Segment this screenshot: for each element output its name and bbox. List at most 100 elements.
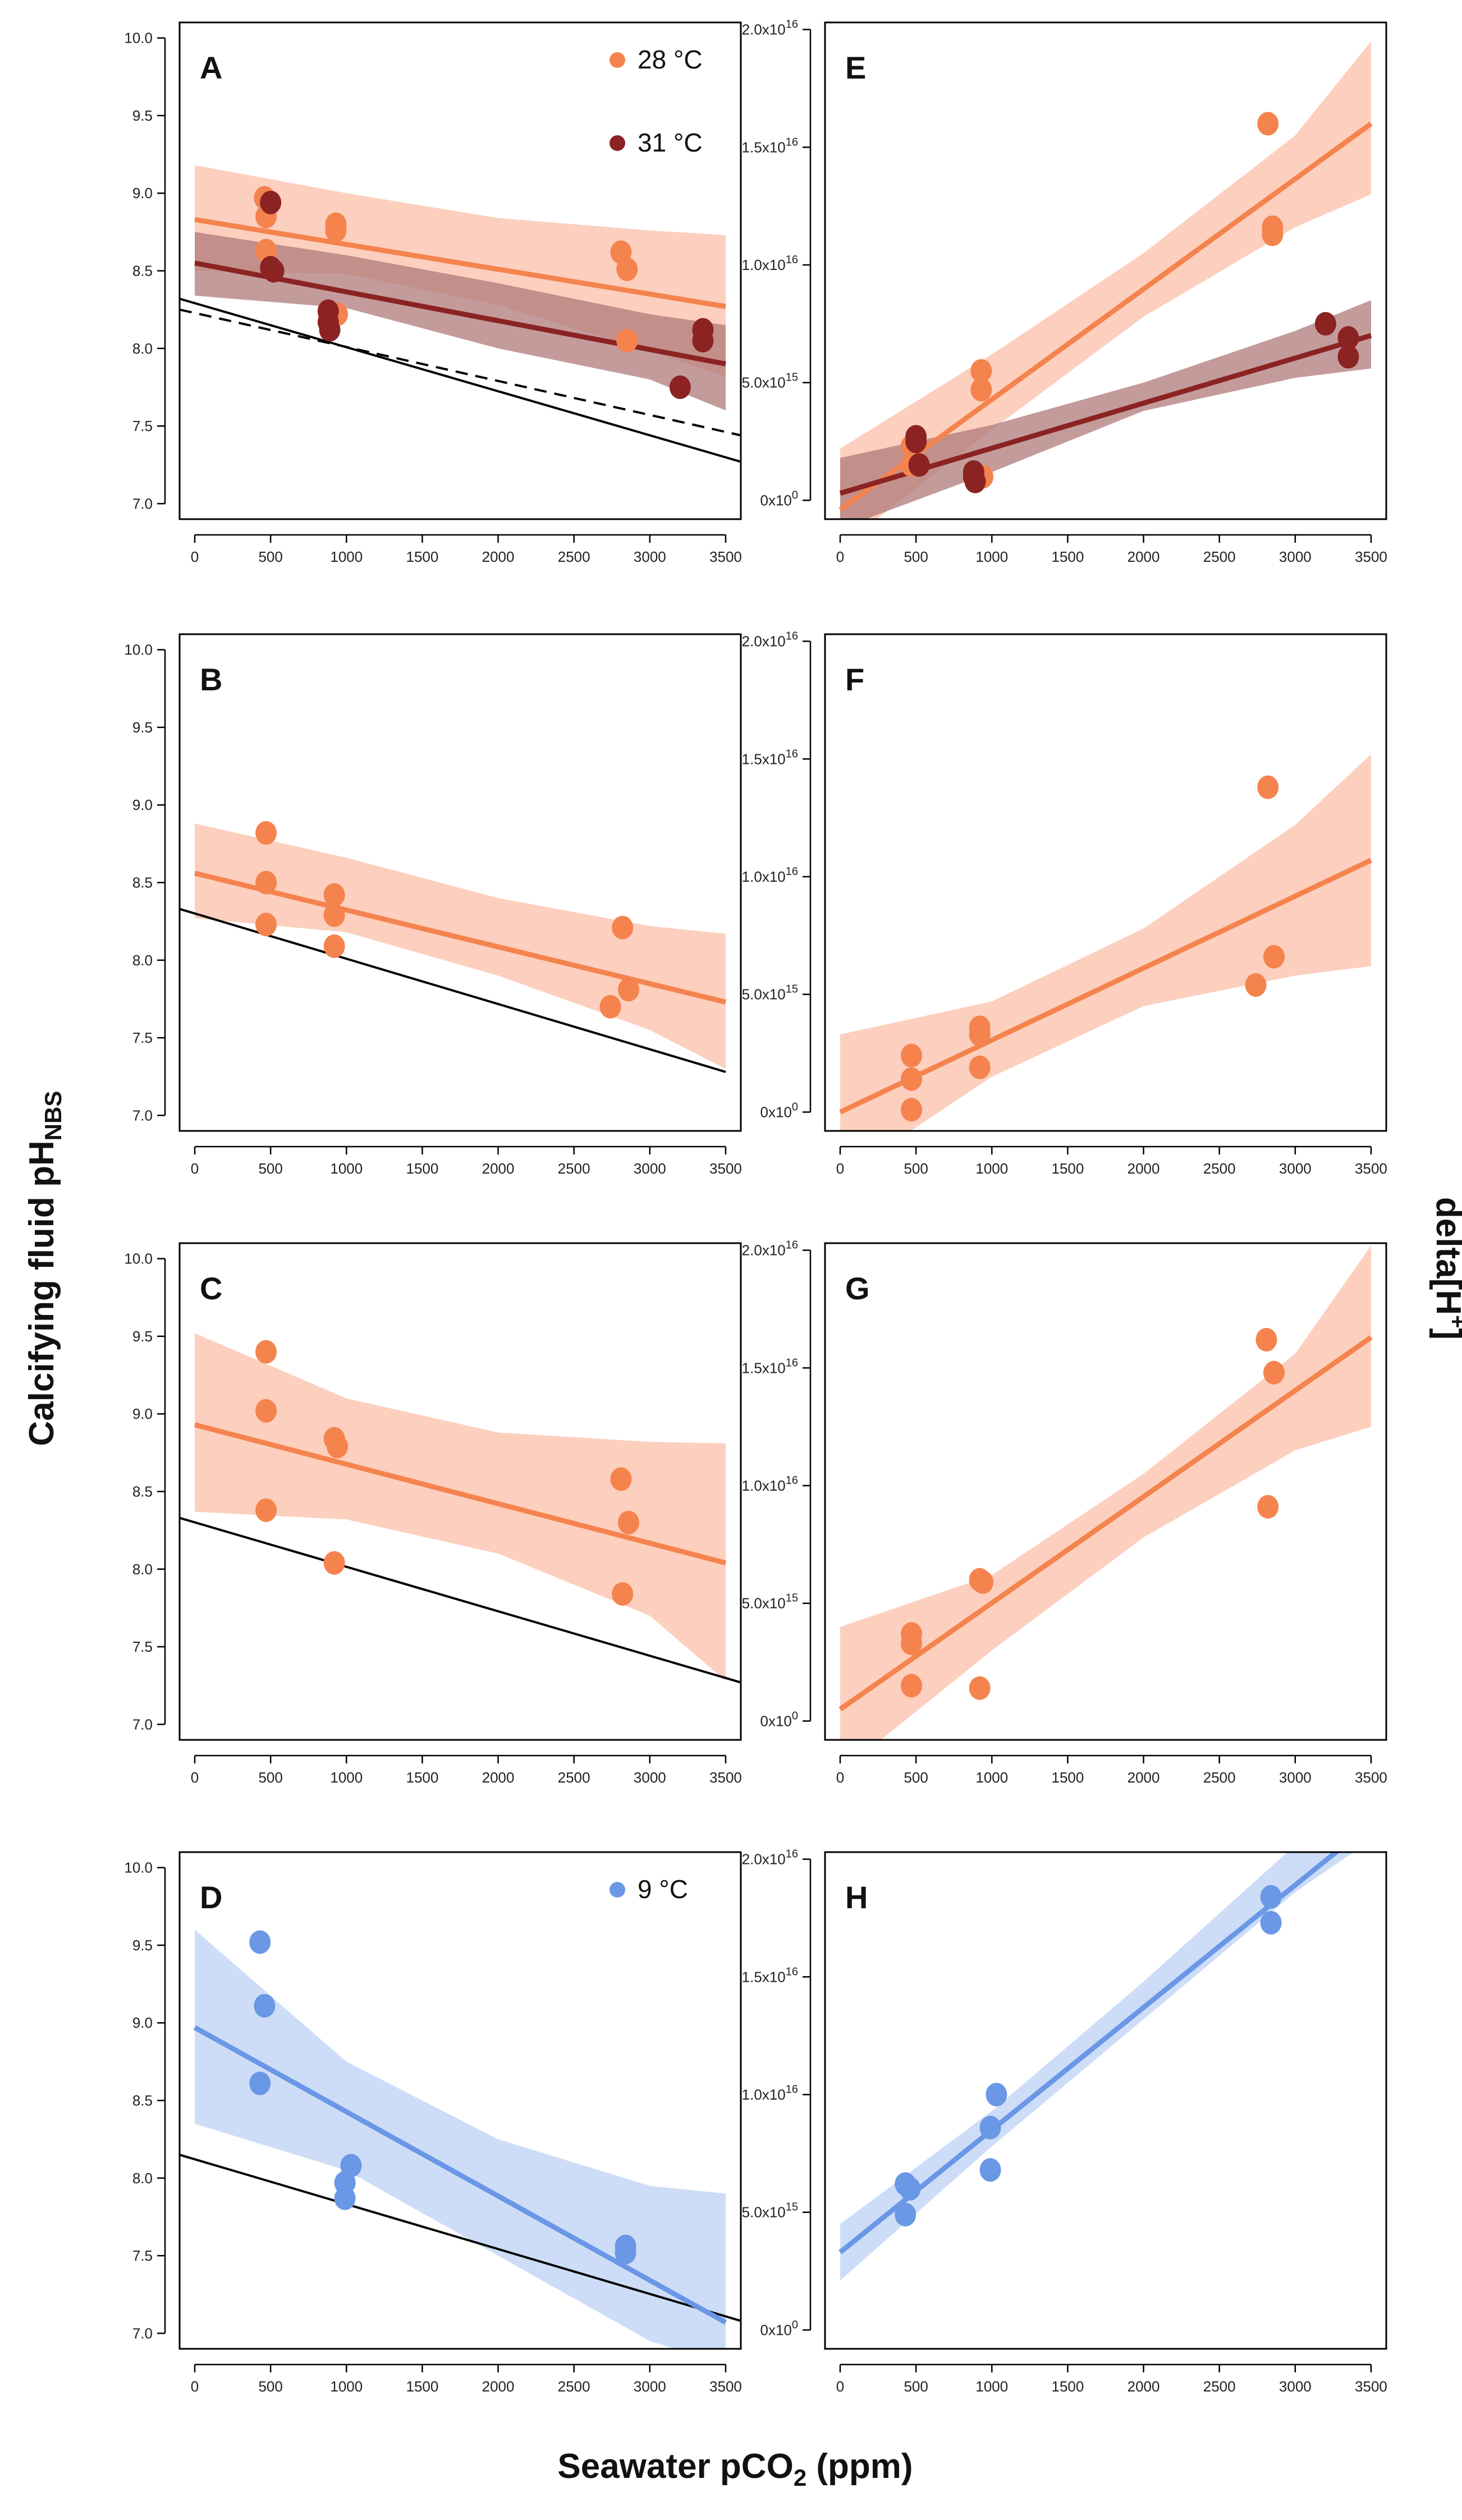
x-tick-label: 1000 bbox=[330, 548, 363, 565]
fit-line-0 bbox=[194, 1422, 727, 1566]
y-tick-label: 7.5 bbox=[132, 1638, 153, 1655]
plot-area bbox=[838, 1245, 1373, 1740]
plot-frame bbox=[178, 1242, 742, 1741]
y-tick-exponent: 16 bbox=[786, 1239, 798, 1252]
y-tick-label: 9.0 bbox=[132, 1405, 153, 1422]
plot-area bbox=[838, 41, 1373, 519]
data-point bbox=[1263, 945, 1285, 969]
y-tick-label: 9.0 bbox=[132, 185, 153, 201]
y-tick-label: 1.5x1016 bbox=[742, 1965, 798, 1985]
data-point bbox=[669, 375, 691, 399]
y-tick-label: 5.0x1015 bbox=[742, 1592, 798, 1612]
reference-line-dashed bbox=[180, 308, 741, 437]
data-point bbox=[599, 995, 621, 1019]
data-point bbox=[979, 2158, 1001, 2182]
y-tick-label: 5.0x1015 bbox=[742, 2201, 798, 2221]
data-point bbox=[263, 259, 285, 283]
panel-letter: F bbox=[845, 662, 864, 697]
panel-a: 0 500 1000 1500 2000 2500 3000 3500 7.0 7.5 8.0 8.5… bbox=[124, 21, 742, 565]
data-point bbox=[1314, 311, 1336, 336]
x-tick-label: 3000 bbox=[634, 2378, 666, 2395]
y-tick-label: 2.0x1016 bbox=[742, 19, 798, 38]
data-point bbox=[323, 903, 345, 927]
data-point bbox=[970, 359, 992, 383]
x-tick-label: 1000 bbox=[975, 1160, 1008, 1177]
data-point bbox=[901, 1067, 923, 1091]
data-point bbox=[325, 218, 347, 242]
confidence-band-1 bbox=[195, 232, 726, 411]
y-tick-label: 2.0x1016 bbox=[742, 1848, 798, 1868]
y-tick-label: 5.0x1015 bbox=[742, 372, 798, 391]
data-point bbox=[970, 378, 992, 402]
x-axis: 0 500 1000 1500 2000 2500 3000 3500 bbox=[836, 2363, 1387, 2395]
reference-line-solid bbox=[180, 1516, 741, 1684]
y-tick-label: 7.5 bbox=[132, 418, 153, 434]
data-point bbox=[255, 913, 277, 937]
panel-d: 0 500 1000 1500 2000 2500 3000 3500 7.0 7.5 8.0 8.5… bbox=[124, 1851, 742, 2395]
plot-area bbox=[180, 165, 741, 463]
data-point bbox=[969, 1676, 991, 1700]
x-tick-label: 3500 bbox=[1355, 548, 1387, 565]
x-tick-label: 2000 bbox=[1128, 548, 1160, 565]
x-tick-label: 500 bbox=[904, 548, 928, 565]
data-point bbox=[323, 883, 345, 907]
x-tick-label: 3500 bbox=[1355, 1160, 1387, 1177]
y-tick-label: 9.5 bbox=[132, 107, 153, 124]
data-point bbox=[969, 1023, 991, 1047]
x-axis-label-end: (ppm) bbox=[806, 2447, 913, 2486]
x-axis-label-sub: 2 bbox=[794, 2464, 806, 2491]
panel-c: 0 500 1000 1500 2000 2500 3000 3500 7.0 7.5 8.0 8.5… bbox=[124, 1242, 742, 1786]
y-axis-label-left-sub: NBS bbox=[40, 1091, 66, 1141]
data-point bbox=[618, 1510, 639, 1534]
x-tick-label: 500 bbox=[258, 548, 282, 565]
y-tick-label: 2.0x1016 bbox=[742, 1239, 798, 1259]
y-tick-label: 2.0x1016 bbox=[742, 630, 798, 650]
x-tick-label: 2500 bbox=[1203, 1160, 1236, 1177]
data-point bbox=[1245, 973, 1267, 997]
y-tick-label: 7.0 bbox=[132, 1716, 153, 1733]
data-point bbox=[972, 1570, 994, 1594]
y-tick-base: 1.0x10 bbox=[742, 256, 786, 273]
data-point bbox=[1337, 345, 1359, 369]
y-tick-base: 2.0x10 bbox=[742, 1851, 786, 1868]
x-tick-label: 2500 bbox=[1203, 2378, 1236, 2395]
y-tick-exponent: 16 bbox=[786, 19, 798, 31]
x-tick-label: 3500 bbox=[709, 548, 742, 565]
plot-frame bbox=[178, 633, 742, 1132]
x-tick-label: 1000 bbox=[330, 2378, 363, 2395]
y-tick-label: 0x100 bbox=[760, 1101, 798, 1120]
data-point bbox=[901, 1098, 923, 1122]
y-tick-exponent: 16 bbox=[786, 1965, 798, 1978]
x-tick-label: 2000 bbox=[482, 2378, 515, 2395]
data-point bbox=[254, 1994, 276, 2018]
panel-letter: C bbox=[200, 1271, 222, 1306]
data-point bbox=[692, 328, 714, 352]
y-tick-label: 9.5 bbox=[132, 1328, 153, 1345]
x-tick-label: 3000 bbox=[1279, 548, 1312, 565]
y-tick-exponent: 16 bbox=[786, 630, 798, 643]
y-tick-base: 1.5x10 bbox=[742, 1968, 786, 1985]
y-tick-base: 2.0x10 bbox=[742, 21, 786, 38]
fit-line-0 bbox=[838, 121, 1373, 512]
x-tick-label: 1000 bbox=[330, 1769, 363, 1786]
data-point bbox=[979, 2115, 1001, 2139]
y-tick-base: 1.5x10 bbox=[742, 750, 786, 767]
legend-label: 31 °C bbox=[638, 128, 703, 157]
y-tick-label: 7.0 bbox=[132, 495, 153, 512]
panel-letter: E bbox=[845, 50, 866, 85]
y-tick-exponent: 15 bbox=[786, 2201, 798, 2214]
y-axis: 7.0 7.5 8.0 8.5 9.0 9.5 10.0 bbox=[124, 30, 166, 512]
y-axis: 7.0 7.5 8.0 8.5 9.0 9.5 10.0 bbox=[124, 642, 166, 1124]
data-point bbox=[260, 190, 282, 214]
panels: 0 500 1000 1500 2000 2500 3000 35007.07.58.08.5… bbox=[124, 19, 1387, 2395]
reference-line-solid bbox=[180, 2154, 741, 2322]
x-tick-label: 3500 bbox=[1355, 2378, 1387, 2395]
legend-marker bbox=[609, 52, 625, 68]
x-tick-label: 3000 bbox=[1279, 2378, 1312, 2395]
data-point bbox=[1255, 1327, 1277, 1351]
data-point bbox=[1257, 112, 1279, 136]
panel-f: 0 500 1000 1500 2000 2500 3000 35000x1005.0x101… bbox=[742, 630, 1387, 1177]
x-tick-label: 1000 bbox=[975, 1769, 1008, 1786]
